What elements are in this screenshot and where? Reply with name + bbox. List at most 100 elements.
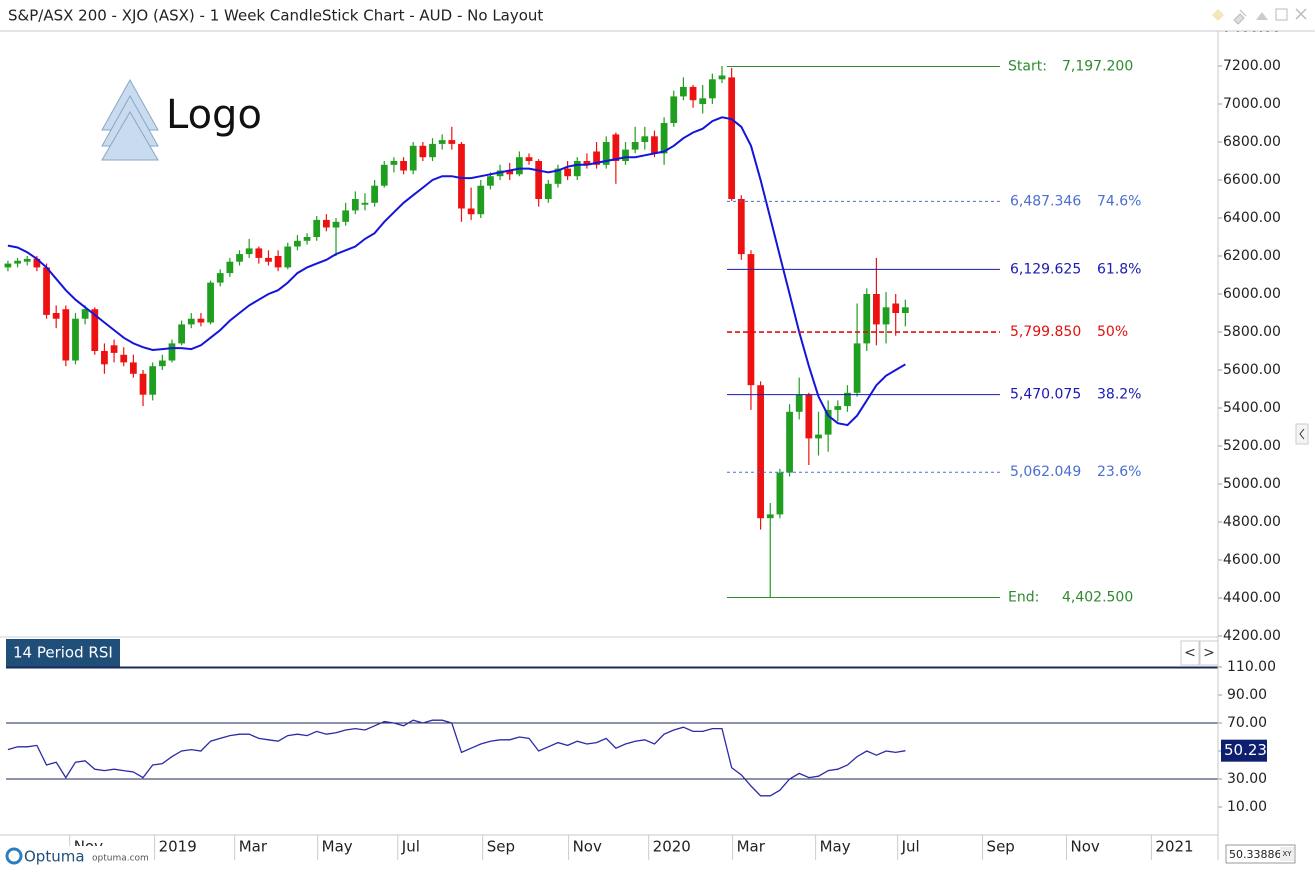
candle-body [400, 161, 407, 171]
candle-body [4, 263, 12, 268]
candle-body [390, 161, 398, 165]
candle-body [14, 260, 21, 264]
mode-box[interactable] [1280, 847, 1294, 861]
icon-pin[interactable] [1233, 9, 1247, 25]
candle-body [409, 145, 417, 171]
candle-body [660, 123, 668, 154]
candle-body [216, 273, 224, 283]
y-tick-label: 30.00 [1227, 771, 1267, 787]
candle-body [467, 208, 475, 215]
candle-body [631, 142, 639, 150]
y-tick-label: 4200.00 [1223, 628, 1281, 644]
y-tick-label: 6400.00 [1223, 210, 1281, 226]
logo: Logo [101, 78, 262, 161]
candle-body [728, 77, 736, 200]
candle-body [901, 307, 909, 313]
candle-body [62, 309, 70, 361]
candle-body [651, 136, 658, 154]
scroll-left[interactable] [1180, 640, 1200, 666]
y-tick-label: 110.00 [1227, 659, 1276, 675]
candle-body [81, 309, 89, 319]
candle-body [805, 394, 813, 439]
y-tick-label: 6000.00 [1223, 286, 1281, 302]
icon-maximize[interactable] [1275, 8, 1288, 21]
candle-body [776, 472, 784, 515]
candle-body [747, 254, 755, 386]
candle-body [573, 161, 581, 177]
fib-name: Start: [1008, 59, 1047, 75]
y-tick-label: 70.00 [1227, 715, 1267, 731]
logo-text: Logo [166, 92, 262, 138]
side-panel-tab[interactable] [1295, 423, 1309, 445]
y-tick-label: 6200.00 [1223, 248, 1281, 264]
y-tick-label: 4800.00 [1223, 514, 1281, 530]
icon-arrow[interactable] [1256, 12, 1268, 20]
brand-name: Optuma [24, 848, 85, 866]
y-tick-label: 5200.00 [1223, 438, 1281, 454]
fib-value-label: 5,062.049 [1010, 464, 1081, 480]
scroll-right-glyph[interactable]: > [1203, 645, 1215, 661]
fib-value-label: 5,470.075 [1010, 387, 1081, 403]
y-tick-label: 5600.00 [1223, 362, 1281, 378]
candle-body [139, 373, 147, 395]
last-value-box [1221, 739, 1267, 762]
candle-body [52, 312, 60, 319]
candle-body [371, 185, 378, 203]
candle-body [342, 210, 350, 222]
candle-body [458, 143, 465, 209]
candle-body [564, 168, 571, 177]
x-tick-label: Mar [239, 838, 268, 856]
fib-percent-label: 74.6% [1097, 193, 1141, 209]
candle-body [766, 514, 774, 519]
candle-body [274, 256, 282, 268]
candle-body [245, 248, 253, 255]
rsi-title: 14 Period RSI [13, 644, 113, 662]
candle-body [313, 219, 321, 238]
candle-body [255, 248, 263, 258]
candle-body [23, 258, 31, 262]
candle-body [593, 151, 600, 165]
candle-body [824, 409, 832, 435]
fib-percent-label: 50% [1097, 324, 1128, 340]
candle-body [207, 282, 214, 323]
icon-close[interactable] [1295, 8, 1307, 20]
fib-value-label: 7,197.200 [1062, 59, 1133, 75]
candle-body [168, 343, 176, 361]
rsi-line [7, 719, 906, 797]
fib-value-label: 6,487.346 [1010, 193, 1081, 209]
candle-body [149, 366, 157, 395]
window-icons[interactable] [1212, 8, 1307, 25]
candle-body [844, 392, 851, 407]
icon-diamond[interactable] [1212, 9, 1224, 21]
candle-body [284, 246, 292, 268]
candle-body [602, 142, 610, 165]
y-tick-label: 90.00 [1227, 687, 1267, 703]
candle-body [708, 79, 716, 99]
candle-body [670, 96, 678, 124]
candle-body [786, 411, 793, 473]
crosshair-box [1225, 844, 1296, 864]
candle-body [815, 434, 822, 439]
candle-body [680, 86, 687, 97]
candle-body [380, 164, 388, 186]
x-tick-label: Mar [737, 838, 766, 856]
plot-area: 4200.00 4400.00 4600.00 4800.00 5000.00 5200.… [4, 20, 1281, 860]
last-value-label: 50.23 [1224, 741, 1267, 759]
candle-body [101, 350, 108, 365]
candle-body [506, 170, 514, 175]
candle-body [91, 309, 99, 351]
y-tick-label: 4400.00 [1223, 590, 1281, 606]
x-tick-label: 2020 [653, 838, 691, 856]
side-panel-glyph[interactable] [1299, 428, 1305, 440]
chart-title: S&P/ASX 200 - XJO (ASX) - 1 Week CandleS… [8, 7, 543, 25]
scroll-left-glyph[interactable]: < [1184, 645, 1196, 661]
candle-body [515, 157, 523, 175]
y-tick-label: 6600.00 [1223, 172, 1281, 188]
candle-body [429, 143, 436, 158]
y-tick-label: 5000.00 [1223, 476, 1281, 492]
brand-background [0, 846, 150, 867]
mode-label[interactable]: XY [1282, 850, 1292, 858]
candle-body [438, 140, 446, 144]
crosshair-value: 50.338862 [1229, 848, 1289, 861]
